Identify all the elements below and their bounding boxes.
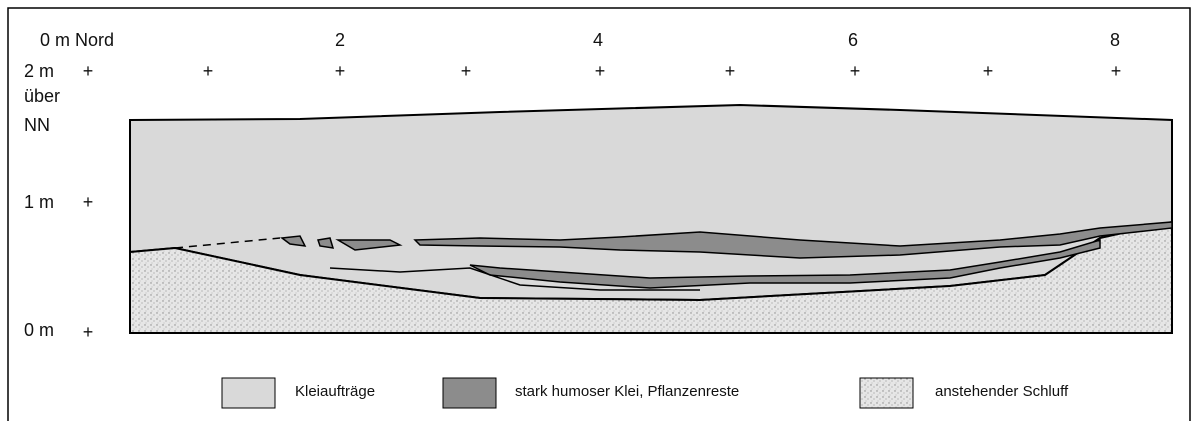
legend-swatch [860, 378, 913, 408]
grid-marker: + [725, 61, 736, 81]
legend-label: Kleiaufträge [295, 383, 375, 400]
grid-marker: + [83, 61, 94, 81]
distance-label: 2 [335, 30, 345, 50]
height-label: über [24, 86, 60, 106]
diagram: 0 m Nord 2 4 6 8 2 m über NN 1 m 0 m + + +… [0, 0, 1199, 421]
height-label: NN [24, 115, 50, 135]
height-label: 1 m [24, 192, 54, 212]
origin-label: 0 m Nord [40, 30, 114, 50]
legend-swatch [443, 378, 496, 408]
page: 0 m Nord 2 4 6 8 2 m über NN 1 m 0 m + + +… [0, 0, 1199, 421]
distance-label: 4 [593, 30, 603, 50]
distance-label: 6 [848, 30, 858, 50]
grid-marker: + [983, 61, 994, 81]
distance-label: 8 [1110, 30, 1120, 50]
legend-label: stark humoser Klei, Pflanzenreste [515, 383, 739, 400]
grid-marker: + [83, 192, 94, 212]
height-label: 0 m [24, 320, 54, 340]
height-label: 2 m [24, 61, 54, 81]
grid-marker: + [335, 61, 346, 81]
klei-layer [130, 105, 1172, 300]
grid-marker: + [83, 322, 94, 342]
grid-marker: + [595, 61, 606, 81]
legend-swatch [222, 378, 275, 408]
grid-marker: + [850, 61, 861, 81]
grid-marker: + [461, 61, 472, 81]
grid-marker: + [203, 61, 214, 81]
legend-label: anstehender Schluff [935, 383, 1069, 400]
grid-marker: + [1111, 61, 1122, 81]
